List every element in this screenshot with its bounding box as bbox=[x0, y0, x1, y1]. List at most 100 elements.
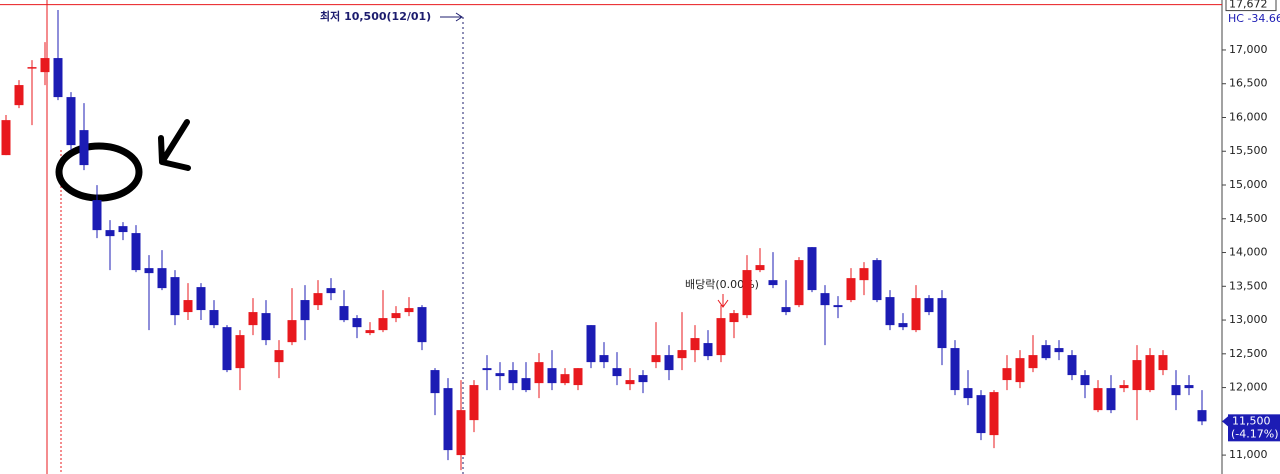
candle-body bbox=[664, 355, 674, 371]
candle-body bbox=[378, 318, 388, 331]
candle-body bbox=[1197, 410, 1207, 422]
candle-body bbox=[14, 85, 24, 106]
candle-body bbox=[898, 323, 908, 328]
dividend-annotation: 배당락(0.00%) bbox=[685, 278, 759, 291]
candle-body bbox=[157, 268, 167, 289]
candle-body bbox=[651, 355, 661, 363]
candle-body bbox=[391, 313, 401, 319]
candle-body bbox=[456, 410, 466, 456]
candle-body bbox=[482, 368, 492, 371]
y-tick-label: 14,000 bbox=[1229, 246, 1268, 259]
candle-body bbox=[300, 300, 310, 321]
candle-body bbox=[495, 373, 505, 377]
candle-body bbox=[807, 247, 817, 291]
candle-body bbox=[586, 325, 596, 363]
candle-body bbox=[1015, 358, 1025, 383]
y-tick-label: 14,500 bbox=[1229, 212, 1268, 225]
candle-body bbox=[196, 287, 206, 311]
candle-body bbox=[950, 348, 960, 391]
candle-body bbox=[430, 370, 440, 394]
candle-body bbox=[742, 270, 752, 316]
candle-body bbox=[27, 67, 37, 69]
hand-arrow bbox=[158, 119, 191, 171]
candle-body bbox=[703, 343, 713, 357]
candle-body bbox=[1028, 355, 1038, 369]
high-label: 17,672 bbox=[1229, 0, 1268, 11]
candle-body bbox=[1119, 385, 1129, 389]
candle-body bbox=[729, 313, 739, 323]
price-box bbox=[1228, 414, 1280, 442]
candle-body bbox=[131, 233, 141, 271]
candle-body bbox=[469, 385, 479, 421]
candle-body bbox=[963, 388, 973, 399]
candle-body bbox=[989, 392, 999, 436]
candle-body bbox=[248, 312, 258, 326]
candle-body bbox=[599, 355, 609, 363]
candle-body bbox=[690, 338, 700, 351]
candle-body bbox=[755, 265, 765, 271]
candle-body bbox=[365, 330, 375, 334]
candle-body bbox=[118, 226, 128, 233]
candle-body bbox=[885, 297, 895, 326]
y-tick-label: 15,000 bbox=[1229, 178, 1268, 191]
y-tick-label: 17,000 bbox=[1229, 43, 1268, 56]
candle-body bbox=[1067, 355, 1077, 376]
candle-body bbox=[872, 260, 882, 301]
candle-body bbox=[638, 375, 648, 383]
candle-body bbox=[40, 58, 50, 73]
candle-body bbox=[170, 277, 180, 316]
high-label-box bbox=[1225, 0, 1277, 12]
candle-body bbox=[911, 298, 921, 331]
candle-body bbox=[508, 370, 518, 384]
candle-body bbox=[768, 280, 778, 286]
candle-body bbox=[1184, 385, 1194, 389]
y-tick-label: 13,500 bbox=[1229, 279, 1268, 292]
candle-body bbox=[846, 278, 856, 301]
candle-body bbox=[1132, 360, 1142, 391]
candle-body bbox=[794, 260, 804, 306]
candle-body bbox=[1, 120, 11, 156]
candle-body bbox=[1093, 388, 1103, 411]
candle-body bbox=[183, 300, 193, 313]
y-tick-label: 12,000 bbox=[1229, 381, 1268, 394]
candle-body bbox=[976, 395, 986, 434]
candle-body bbox=[287, 320, 297, 343]
candle-body bbox=[417, 307, 427, 343]
candle-body bbox=[716, 318, 726, 356]
candle-body bbox=[222, 327, 232, 371]
candle-body bbox=[677, 350, 687, 359]
hc-label: HC -34.66 bbox=[1228, 12, 1280, 25]
candle-body bbox=[326, 288, 336, 294]
y-tick-label: 16,000 bbox=[1229, 110, 1268, 123]
candle-body bbox=[573, 368, 583, 386]
candle-body bbox=[352, 318, 362, 328]
candle-body bbox=[53, 58, 63, 98]
y-tick-label: 11,000 bbox=[1229, 448, 1268, 461]
candle-body bbox=[274, 350, 284, 363]
low-arrow bbox=[440, 12, 463, 22]
candle-body bbox=[1080, 375, 1090, 386]
candle-body bbox=[404, 308, 414, 313]
y-tick-label: 15,500 bbox=[1229, 144, 1268, 157]
price-pointer bbox=[1222, 416, 1228, 427]
candles bbox=[1, 10, 1207, 471]
candle-body bbox=[625, 380, 635, 385]
change-label: (-4.17%) bbox=[1231, 427, 1279, 440]
candle-body bbox=[1041, 345, 1051, 359]
candle-body bbox=[443, 388, 453, 451]
candle-body bbox=[1002, 368, 1012, 381]
candle-body bbox=[521, 378, 531, 391]
candle-body bbox=[1145, 355, 1155, 391]
y-tick-label: 12,500 bbox=[1229, 347, 1268, 360]
candle-body bbox=[1054, 348, 1064, 353]
candle-body bbox=[235, 335, 245, 369]
candle-body bbox=[937, 298, 947, 349]
candle-body bbox=[105, 230, 115, 237]
candle-body bbox=[1158, 355, 1168, 371]
candle-body bbox=[833, 305, 843, 308]
candle-body bbox=[79, 130, 89, 166]
dividend-arrow bbox=[717, 294, 729, 308]
